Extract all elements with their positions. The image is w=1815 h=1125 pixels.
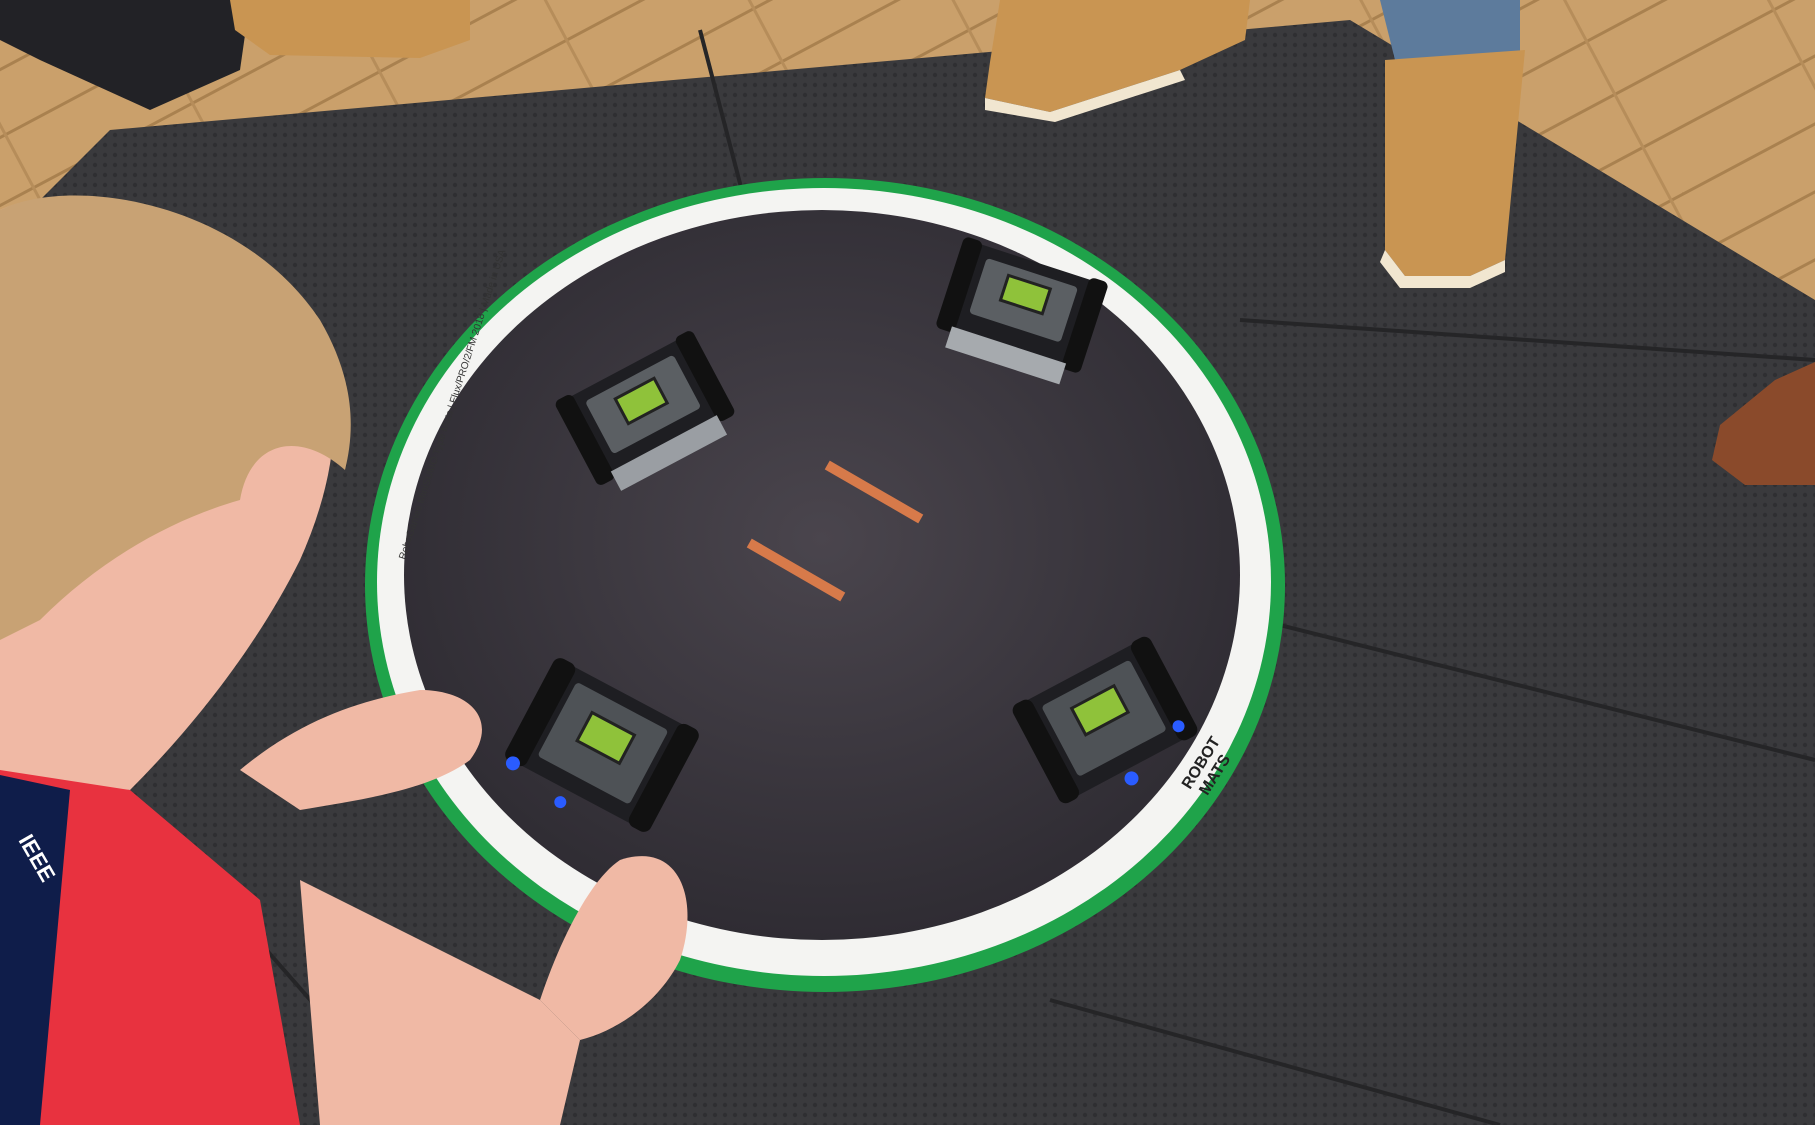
- boot-top-center: [985, 0, 1250, 122]
- robot-led: [1172, 720, 1185, 733]
- robot-screen: [613, 376, 670, 426]
- robot-screen: [575, 710, 637, 766]
- robot-bottom-left: [505, 658, 699, 832]
- person-foreground: IEEE: [0, 195, 688, 1125]
- robot-led: [505, 756, 520, 771]
- robot-screen: [1069, 683, 1131, 737]
- robot-led: [554, 796, 567, 809]
- sumo-ring: RoboGames MiniSUMO Type Mats | Flux/PRO/…: [365, 178, 1285, 992]
- robot-bottom-right: [1012, 636, 1198, 804]
- robot-screen: [998, 273, 1053, 316]
- start-line-lower: [746, 538, 846, 602]
- robot-top-left: [555, 331, 735, 491]
- start-line-upper: [824, 460, 924, 524]
- robot-led: [1124, 771, 1139, 786]
- person-top-right-legs: [1380, 0, 1525, 288]
- ring-surface: [404, 210, 1240, 940]
- robot-top-right: [936, 237, 1108, 385]
- person-top-left-legs: [0, 0, 470, 110]
- shoe-right-edge: [1712, 362, 1815, 485]
